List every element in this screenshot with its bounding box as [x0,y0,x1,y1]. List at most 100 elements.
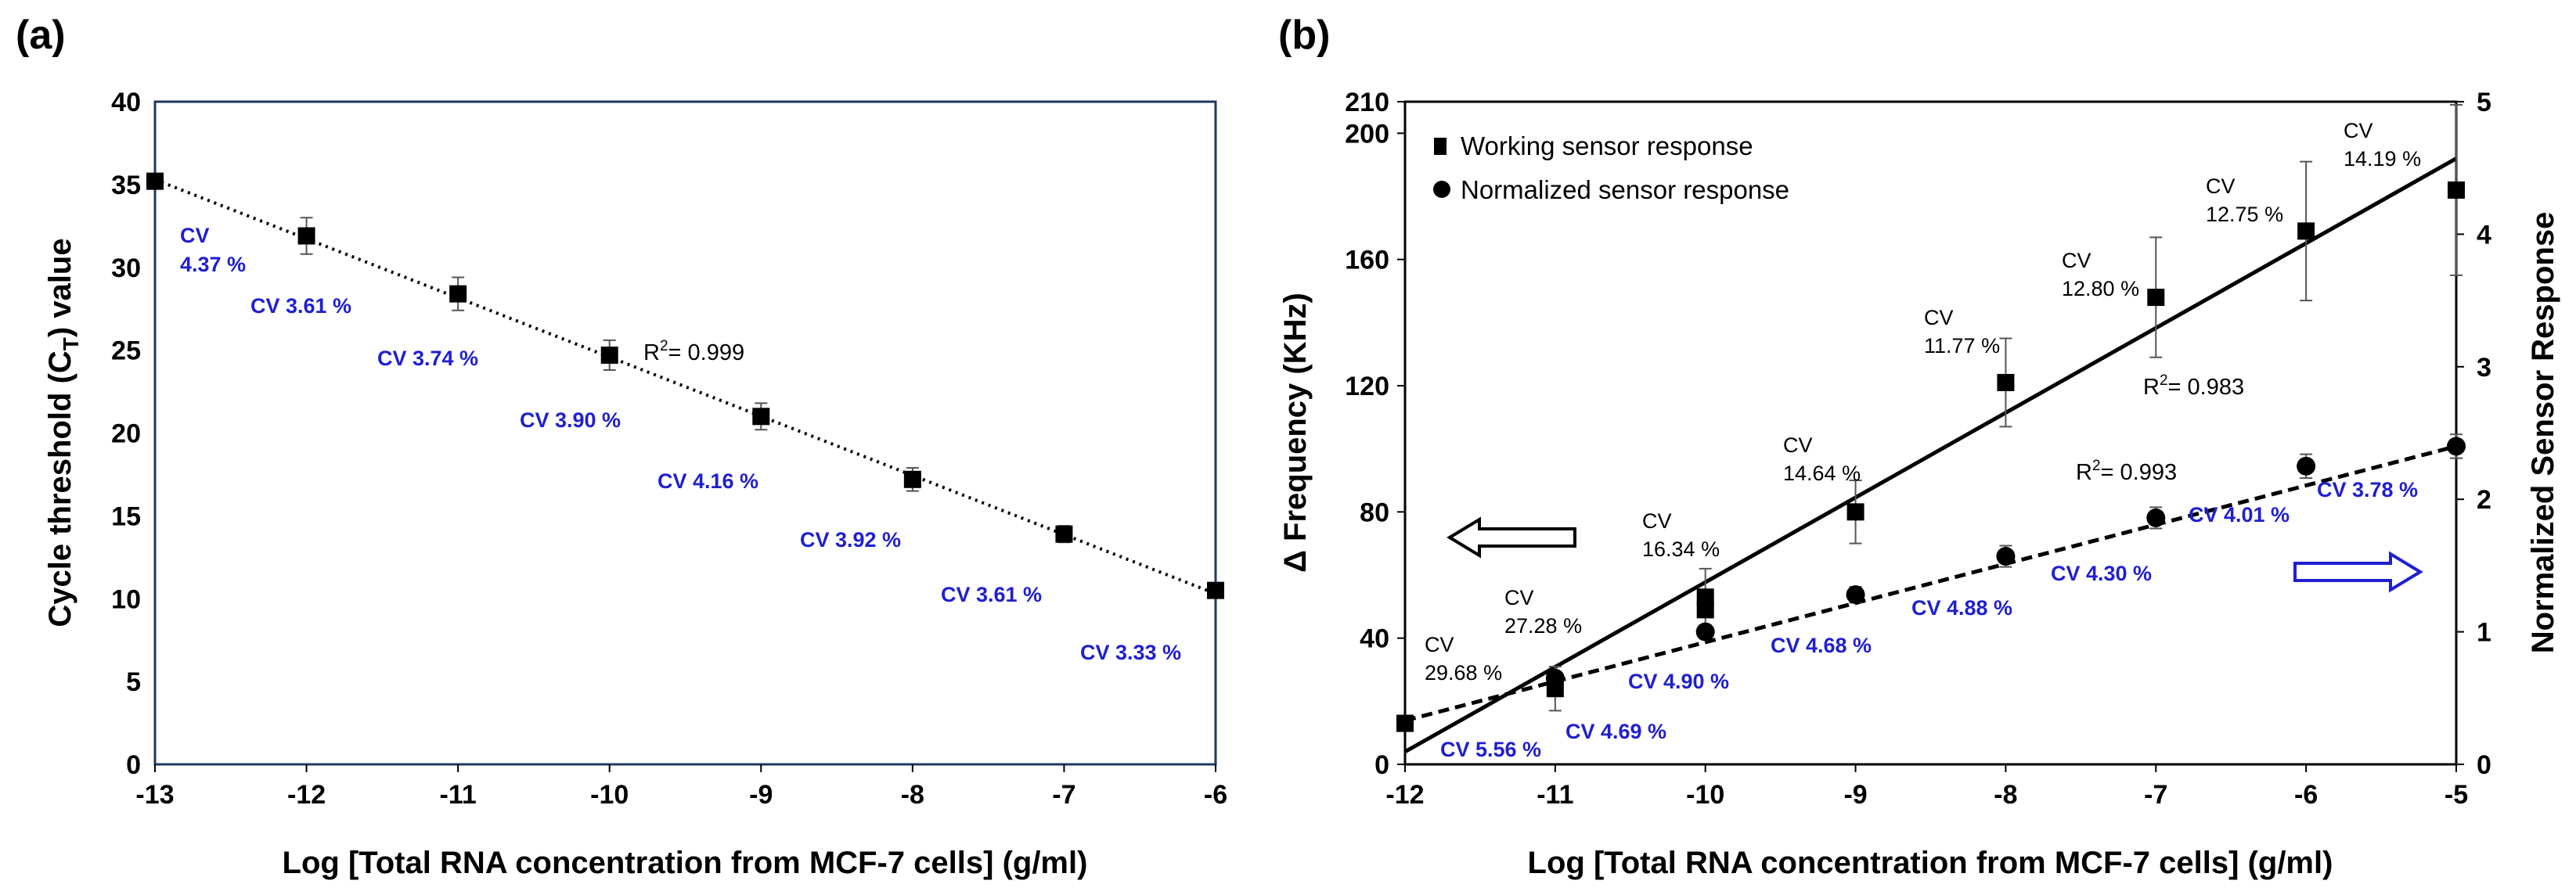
cv-line-1: CV [1425,633,1454,656]
data-point-circle [2447,437,2466,455]
panel-b-x-axis-title: Log [Total RNA concentration from MCF-7 … [1528,846,2333,880]
y-tick-label: 80 [1360,498,1389,527]
panel-b-cv-normalized: CV 4.30 % [2051,562,2152,585]
data-point-square [1207,582,1224,599]
x-tick-label: -11 [1537,780,1573,810]
panel-a-cv-label: CV 3.74 % [377,347,478,370]
y-tick-label: 25 [111,336,141,366]
data-point-circle [1546,669,1565,688]
x-tick-label: -13 [135,780,174,810]
x-tick-label: -10 [1686,780,1724,810]
panel-b-r2-sup: 2 [2092,458,2101,474]
panel-a-cv-label: 4.37 % [180,253,246,276]
panel-a-r2-label: R2= 0.999 [643,338,744,365]
panel-a-y-ticks: 0 5 10 15 20 25 30 35 40 [111,88,141,780]
data-point-square [601,347,618,364]
legend-square-marker [1434,138,1447,155]
legend-label-working: Working sensor response [1461,131,1753,160]
panel-a-cv-label: CV 3.92 % [800,528,901,552]
data-point-square [2448,182,2465,199]
x-tick-label: -11 [440,780,477,810]
panel-b-label: (b) [1278,13,1330,58]
panel-b-r2-working: R2= 0.983 [2143,372,2244,400]
data-point-square [2147,289,2164,306]
data-point-square [1997,374,2014,391]
panel-b-r2-sup: 2 [2160,372,2168,389]
panel-a-cv-label: CV 3.90 % [520,408,621,432]
panel-a-cv-label: CV 4.16 % [658,469,758,493]
cv-line-2: 27.28 % [1504,614,1582,638]
y-tick-label: 30 [111,253,141,283]
y2-tick-label: 2 [2477,485,2491,515]
legend-circle-marker [1433,181,1450,198]
y-tick-label: 120 [1345,372,1389,401]
panel-b-r2-normalized: R2= 0.993 [2076,458,2177,485]
panel-a-y-axis-title: Cycle threshold (CT) value [43,238,83,627]
y-tick-label: 15 [111,501,141,531]
data-point-square [298,228,315,245]
panel-a-label: (a) [16,13,66,58]
panel-b-cv-normalized: CV 4.01 % [2189,503,2290,527]
panel-a-y-title-sub: T [59,337,83,350]
panel-b-cv-working: CV 27.28 % [1504,586,1582,638]
panel-b-cv-working: CV 11.77 % [1924,306,2000,358]
panel-a-y-title-main: Cycle threshold (C [43,350,77,627]
y2-tick-label: 3 [2477,353,2491,383]
y-tick-label: 40 [1360,624,1389,654]
cv-line-1: CV [1783,433,1813,457]
legend-label-normalized: Normalized sensor response [1461,175,1789,204]
data-point-square [449,286,467,303]
cv-line-1: CV [1924,306,1954,329]
panel-b-y-axis-title: Δ Frequency (KHz) [1278,293,1313,573]
panel-a-cv-label: CV 3.61 % [250,294,351,318]
data-point-circle [1996,547,2015,566]
cv-line-2: 11.77 % [1924,334,2000,358]
cv-line-1: CV [1642,509,1672,533]
data-point-circle [2146,509,2165,527]
panel-a-r2-prefix: R [643,340,660,365]
panel-b-cv-working: CV 12.75 % [2206,174,2283,226]
right-axis-arrow-icon [2295,554,2420,590]
panel-a-points [146,173,1224,599]
panel-b-cv-normalized: CV 5.56 % [1440,738,1541,761]
panel-b-cv-normalized: CV 3.78 % [2317,478,2418,501]
panel-b-cv-working: CV 16.34 % [1642,509,1720,561]
cv-line-1: CV [1504,586,1534,609]
panel-b-cv-normalized: CV 4.88 % [1911,596,2012,620]
panel-a-x-axis-title: Log [Total RNA concentration from MCF-7 … [283,846,1088,880]
panel-b-r2-suffix: = 0.983 [2168,375,2245,400]
data-point-square [904,471,921,488]
panel-a-r2-sup: 2 [660,338,668,354]
cv-line-1: CV [2344,119,2373,142]
panel-b-r2-suffix: = 0.993 [2101,460,2178,485]
y-tick-label: 35 [111,171,141,200]
x-tick-label: -8 [901,780,924,810]
data-point-square [1697,601,1714,618]
data-point-circle [1696,623,1715,642]
x-tick-label: -10 [590,780,629,810]
panel-a-plot-frame [155,102,1216,764]
x-tick-label: -8 [1994,780,2017,810]
panel-a-x-ticks: -13 -12 -11 -10 -9 -8 -7 -6 [135,764,1227,810]
data-point-square [1055,526,1072,543]
y2-tick-label: 1 [2477,618,2491,648]
cv-line-1: CV [2062,249,2091,272]
data-point-square [1847,503,1864,520]
y-tick-label: 40 [111,88,141,117]
cv-line-2: 16.34 % [1642,537,1720,561]
y2-tick-label: 4 [2477,220,2491,250]
left-axis-arrow-icon [1450,519,1575,555]
data-point-square [1396,715,1414,732]
data-point-circle [2297,457,2315,476]
y-tick-label: 10 [111,584,141,614]
y-tick-label: 0 [1374,750,1389,780]
x-tick-label: -6 [1204,780,1227,810]
panel-b-y2-axis-title: Normalized Sensor Response [2526,212,2560,654]
cv-line-2: 12.80 % [2062,277,2139,300]
x-tick-label: -7 [1052,780,1075,810]
panel-b-r2-prefix: R [2076,460,2092,485]
